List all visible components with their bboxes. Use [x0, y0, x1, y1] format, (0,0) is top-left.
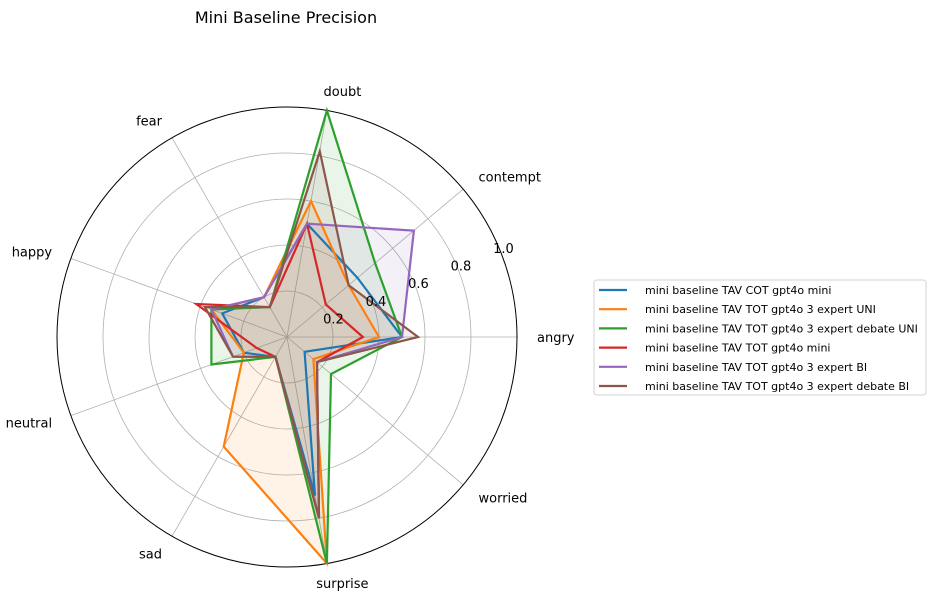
- spoke-surprise: [286, 336, 328, 564]
- grid-ring: [148, 198, 426, 476]
- legend-label-2: mini baseline TAV TOT gpt4o 3 expert UNI: [645, 303, 876, 316]
- category-label-sad: sad: [139, 548, 162, 563]
- series-lines: [192, 106, 421, 567]
- category-label-surprise: surprise: [316, 577, 368, 592]
- category-label-worried: worried: [479, 492, 528, 507]
- spoke-neutral: [70, 336, 288, 417]
- chart-title: Mini Baseline Precision: [195, 8, 377, 27]
- category-label-doubt: doubt: [324, 85, 362, 100]
- category-labels: angry contempt doubt fear happy neutral sad sur…: [6, 85, 575, 592]
- outer-ring: [56, 106, 518, 568]
- radial-tick-label: 0.6: [408, 277, 429, 292]
- series-fill-6: [204, 151, 419, 519]
- legend-label-4: mini baseline TAV TOT gpt4o mini: [645, 342, 830, 355]
- series-line-6: [203, 147, 421, 519]
- radial-tick-label: 1.0: [493, 242, 514, 257]
- radial-tick-label: 0.8: [451, 260, 472, 275]
- legend-label-1: mini baseline TAV COT gpt4o mini: [645, 284, 831, 297]
- category-label-contempt: contempt: [479, 170, 541, 185]
- radial-tick-label: 0.4: [366, 295, 387, 310]
- spoke-sad: [171, 336, 288, 537]
- legend-label-6: mini baseline TAV TOT gpt4o 3 expert deb…: [645, 380, 909, 393]
- category-label-neutral: neutral: [6, 417, 53, 432]
- category-label-happy: happy: [12, 246, 53, 261]
- category-label-fear: fear: [136, 115, 163, 130]
- spoke-fear: [171, 137, 288, 338]
- legend-label-3: mini baseline TAV TOT gpt4o 3 expert deb…: [645, 322, 918, 335]
- radial-tick-labels: 0.2 0.4 0.6 0.8 1.0: [323, 242, 514, 327]
- series-line-3: [210, 106, 404, 564]
- series-line-2: [209, 198, 381, 567]
- spoke-happy: [70, 257, 288, 338]
- series-fill-2: [211, 201, 379, 564]
- series-fill-3: [211, 110, 402, 564]
- legend: mini baseline TAV COT gpt4o mini mini bas…: [593, 279, 927, 396]
- category-label-angry: angry: [537, 331, 575, 346]
- legend-label-5: mini baseline TAV TOT gpt4o 3 expert BI: [645, 361, 867, 374]
- radial-tick-label: 0.2: [323, 312, 344, 327]
- legend-frame: [593, 279, 927, 396]
- grid-ring: [102, 152, 472, 522]
